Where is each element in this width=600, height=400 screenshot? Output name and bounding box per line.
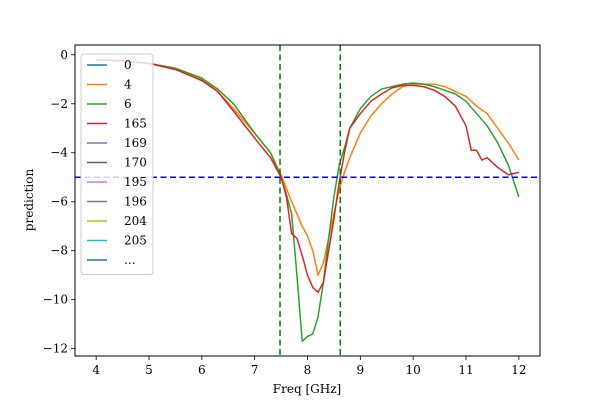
legend: 0 4 6 165 169 170 195 196 204 205... [80, 53, 154, 275]
legend-label: 204 [124, 214, 147, 228]
legend-label: 6 [124, 97, 132, 111]
y-tick-label: −4 [50, 146, 68, 160]
x-tick-label: 12 [511, 363, 526, 377]
y-axis-label: prediction [22, 169, 36, 232]
x-tick-label: 8 [304, 363, 312, 377]
x-tick-label: 11 [458, 363, 473, 377]
legend-label: 169 [124, 136, 147, 150]
x-axis: 4 5 6 7 8 9 10 11 12 [92, 356, 527, 377]
legend-label: 195 [124, 175, 147, 189]
x-axis-label: Freq [GHz] [273, 382, 341, 396]
y-tick-label: −12 [43, 342, 68, 356]
series-line-6 [96, 58, 520, 343]
x-tick-label: 5 [145, 363, 153, 377]
x-tick-label: 9 [357, 363, 365, 377]
y-tick-label: −2 [50, 97, 68, 111]
legend-box [80, 53, 154, 275]
legend-label: 165 [124, 117, 147, 131]
legend-label: 205 [124, 234, 147, 248]
y-tick-label: −6 [50, 195, 68, 209]
x-tick-label: 10 [406, 363, 421, 377]
y-tick-label: −8 [50, 244, 68, 258]
legend-label: 196 [124, 195, 147, 209]
y-tick-label: 0 [60, 48, 68, 62]
legend-label: 4 [124, 78, 132, 92]
x-tick-label: 4 [92, 363, 100, 377]
legend-label: ... [124, 253, 135, 267]
y-tick-label: −10 [43, 293, 68, 307]
x-tick-label: 6 [198, 363, 206, 377]
series-line-4 [96, 58, 520, 276]
series-line-165 [96, 58, 520, 294]
y-axis: 0 −2 −4 −6 −8 −10 −12 [43, 48, 75, 356]
series-layer [96, 58, 520, 343]
legend-label: 170 [124, 156, 147, 170]
legend-label: 0 [124, 58, 132, 72]
x-tick-label: 7 [251, 363, 259, 377]
